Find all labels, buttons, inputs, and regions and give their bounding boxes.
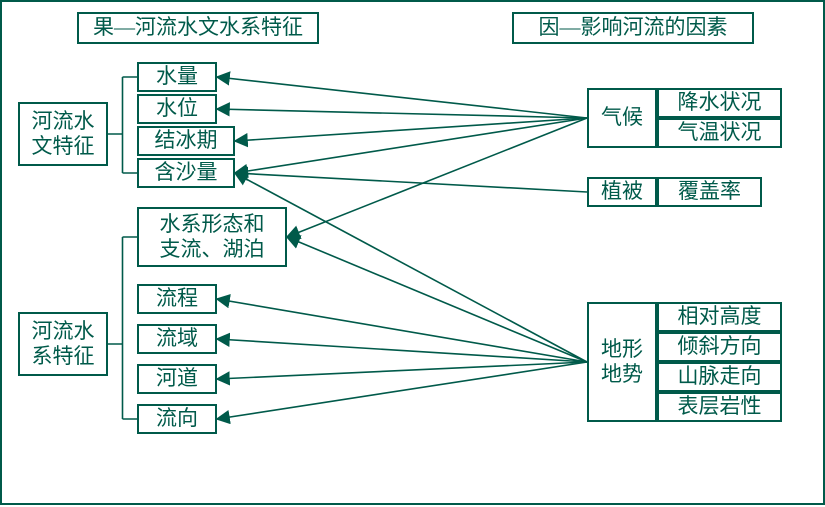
hyd-item-3-text: 含沙量 [155,160,218,185]
veg-item-0-text: 覆盖率 [678,179,741,204]
hyd-item-1-text: 水位 [156,96,198,121]
header-right: 因—影响河流的因素 [512,12,754,44]
clim-item-1: 气温状况 [657,118,782,148]
veg-item-0: 覆盖率 [657,177,762,207]
system-label-text: 河流水 系特征 [32,319,95,369]
sys-item-3-text: 河道 [156,366,198,391]
ter-item-1: 倾斜方向 [657,332,782,362]
hyd-item-1: 水位 [137,94,217,124]
ter-item-2: 山脉走向 [657,362,782,392]
climate-label-text: 气候 [601,105,643,130]
clim-item-1-text: 气温状况 [678,120,762,145]
clim-item-0-text: 降水状况 [678,90,762,115]
ter-item-3: 表层岩性 [657,392,782,422]
hydrology-label-text: 河流水 文特征 [32,109,95,159]
diagram-root: 果—河流水文水系特征 因—影响河流的因素 河流水 文特征 水量 水位 结冰期 含… [0,0,825,505]
hyd-item-3: 含沙量 [137,158,235,188]
ter-item-3-text: 表层岩性 [678,394,762,419]
climate-label: 气候 [587,88,657,148]
sys-item-2: 流域 [137,324,217,354]
hyd-item-2: 结冰期 [137,126,235,156]
terrain-label-text: 地形 地势 [601,337,643,387]
sys-item-4-text: 流向 [156,406,198,431]
ter-item-0: 相对高度 [657,302,782,332]
ter-item-2-text: 山脉走向 [678,364,762,389]
veg-label: 植被 [587,177,657,207]
header-left: 果—河流水文水系特征 [77,12,319,44]
hyd-item-0: 水量 [137,62,217,92]
sys-item-1: 流程 [137,284,217,314]
clim-item-0: 降水状况 [657,88,782,118]
arrows-layer [2,2,825,507]
veg-label-text: 植被 [601,179,643,204]
header-left-text: 果—河流水文水系特征 [93,15,303,40]
ter-item-0-text: 相对高度 [678,304,762,329]
sys-item-0-text: 水系形态和 支流、湖泊 [160,212,265,262]
hydrology-label: 河流水 文特征 [18,102,108,166]
sys-item-3: 河道 [137,364,217,394]
terrain-label: 地形 地势 [587,302,657,422]
sys-item-4: 流向 [137,404,217,434]
ter-item-1-text: 倾斜方向 [678,334,762,359]
hyd-item-0-text: 水量 [156,64,198,89]
sys-item-2-text: 流域 [156,326,198,351]
sys-item-1-text: 流程 [156,286,198,311]
sys-item-0: 水系形态和 支流、湖泊 [137,207,287,267]
hyd-item-2-text: 结冰期 [155,128,218,153]
system-label: 河流水 系特征 [18,312,108,376]
header-right-text: 因—影响河流的因素 [539,15,728,40]
